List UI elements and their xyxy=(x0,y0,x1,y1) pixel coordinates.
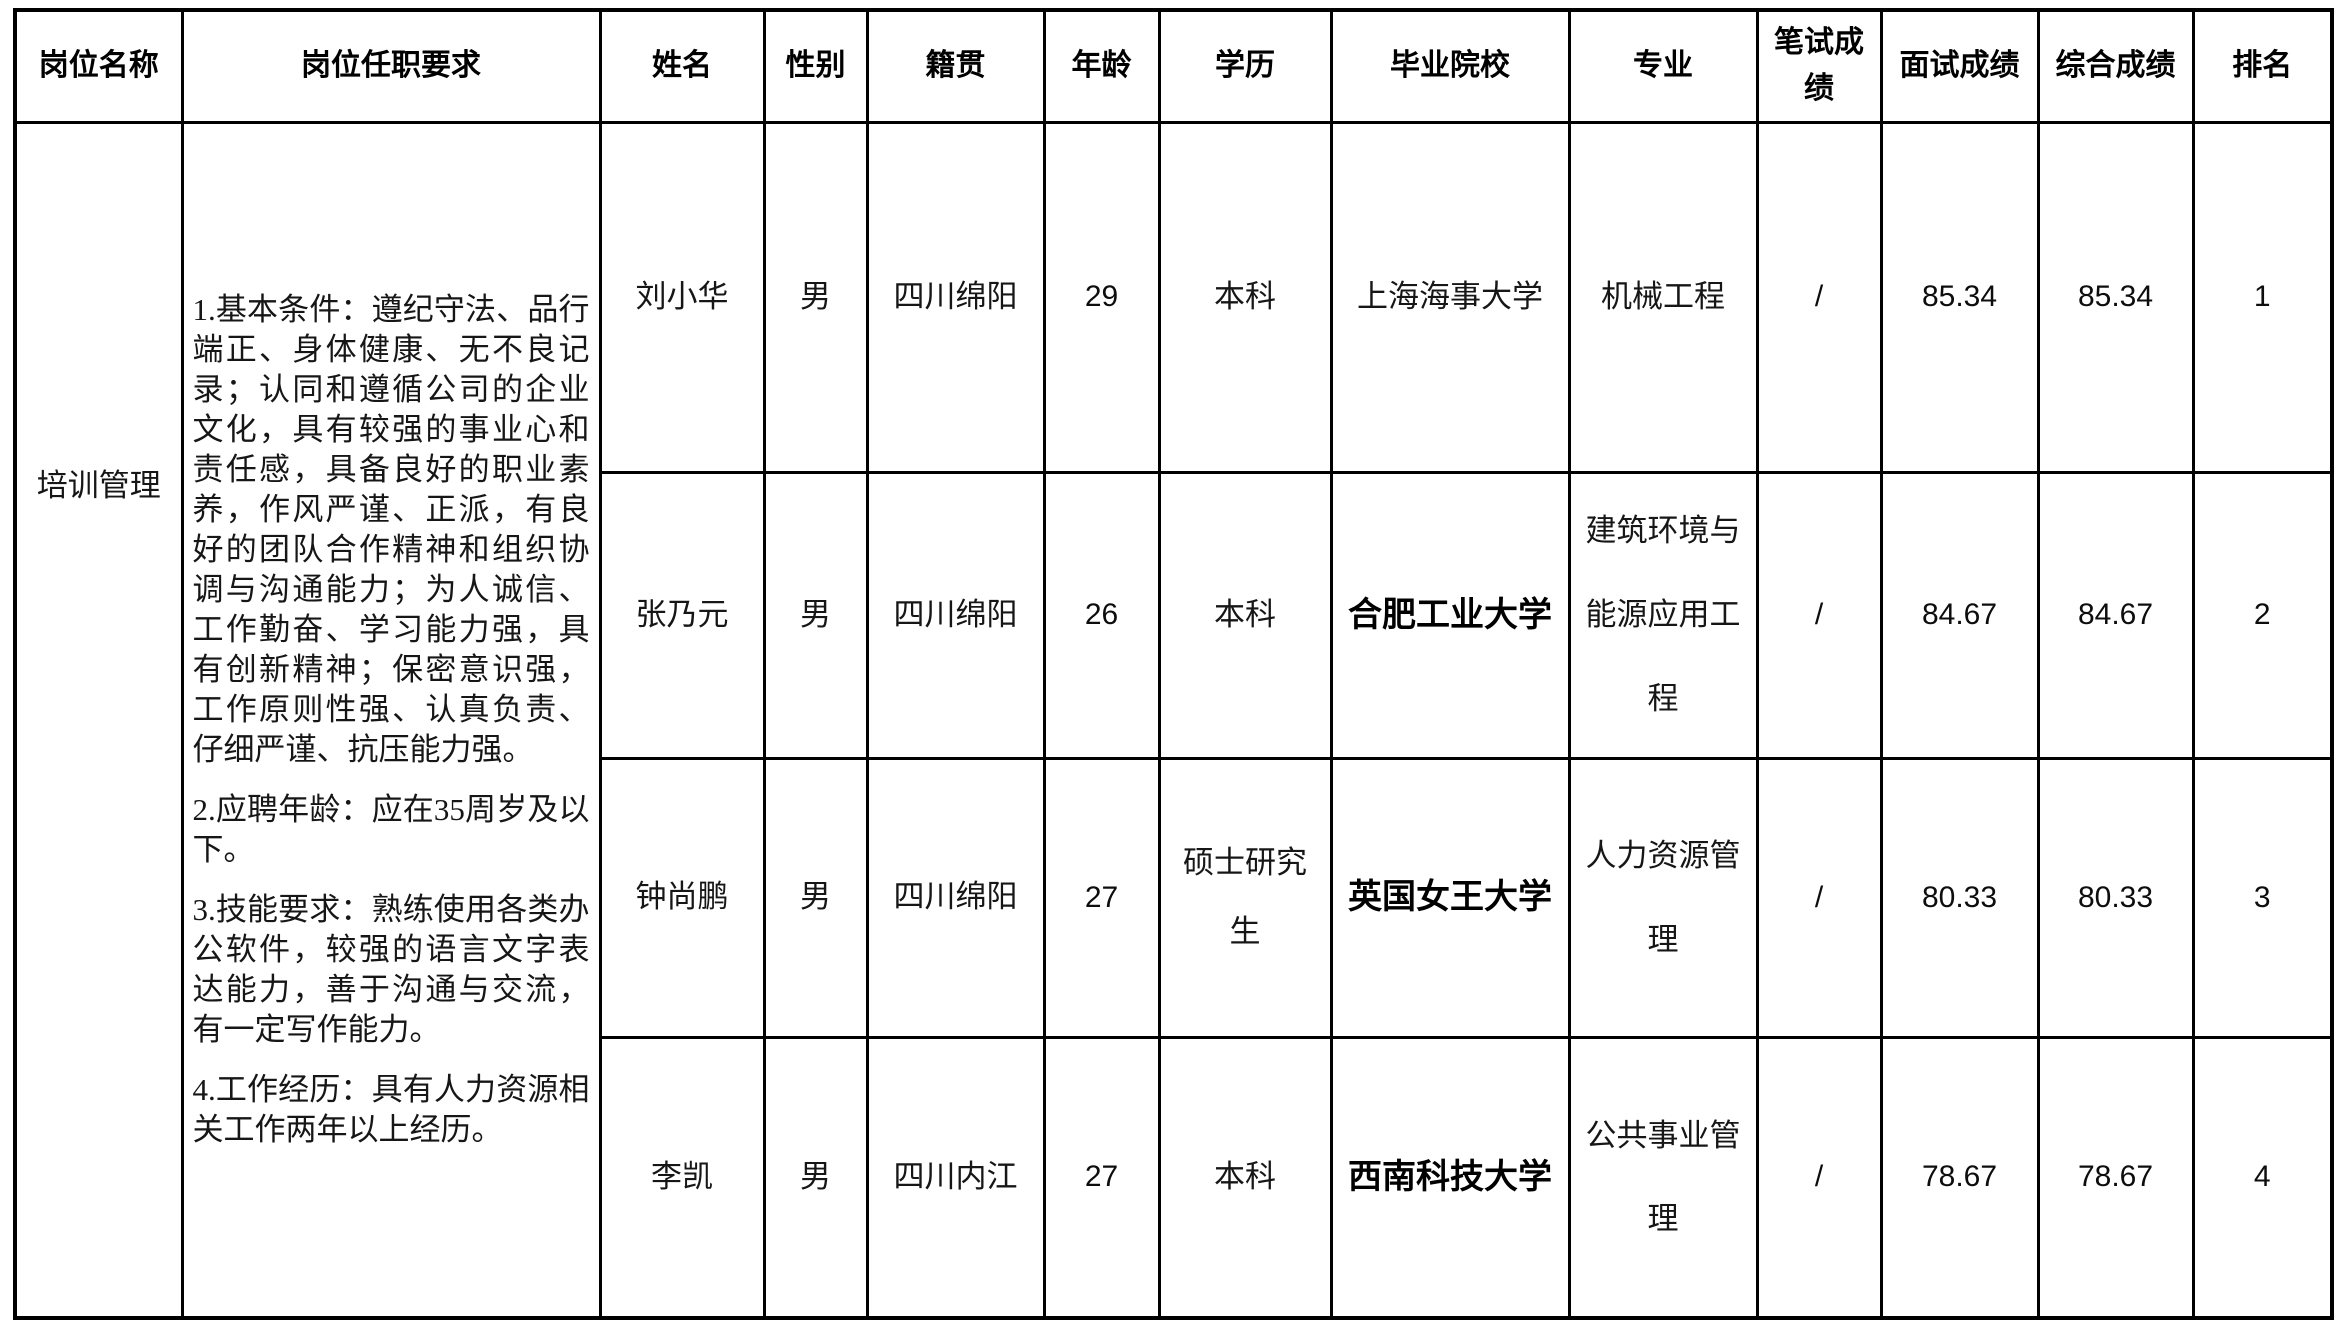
cell-education: 硕士研究生 xyxy=(1157,756,1333,1039)
cell-age: 27 xyxy=(1042,1035,1161,1320)
cell-gender: 男 xyxy=(762,1035,869,1320)
cell-gender: 男 xyxy=(762,470,869,760)
header-cell-education: 学历 xyxy=(1157,8,1333,124)
cell-native-place: 四川绵阳 xyxy=(865,756,1046,1039)
cell-education: 本科 xyxy=(1157,470,1333,760)
cell-school: 英国女王大学 xyxy=(1329,756,1571,1039)
requirement-paragraph-3: 3.技能要求：熟练使用各类办公软件，较强的语言文字表达能力，善于沟通与交流，有一… xyxy=(192,891,590,1047)
cell-name: 李凯 xyxy=(598,1035,766,1320)
cell-interview-score: 85.34 xyxy=(1879,120,2040,474)
requirement-paragraph-4: 4.工作经历：具有人力资源相关工作两年以上经历。 xyxy=(192,1071,590,1147)
cell-rank: 2 xyxy=(2191,470,2334,760)
cell-major: 公共事业管理 xyxy=(1567,1035,1759,1320)
header-cell-name: 姓名 xyxy=(598,8,766,124)
cell-rank: 1 xyxy=(2191,120,2334,474)
cell-interview-score: 78.67 xyxy=(1879,1035,2040,1320)
cell-written-score: / xyxy=(1755,470,1883,760)
cell-interview-score: 84.67 xyxy=(1879,470,2040,760)
table-header-row: 岗位名称 岗位任职要求 姓名 性别 籍贯 年龄 学历 毕业院校 专业 笔试成绩 … xyxy=(13,8,2334,124)
cell-rank: 4 xyxy=(2191,1035,2334,1320)
cell-gender: 男 xyxy=(762,756,869,1039)
recruitment-results-table: 岗位名称 岗位任职要求 姓名 性别 籍贯 年龄 学历 毕业院校 专业 笔试成绩 … xyxy=(13,8,2334,1320)
header-cell-overall-score: 综合成绩 xyxy=(2036,8,2195,124)
position-name: 培训管理 xyxy=(36,467,161,503)
cell-name: 钟尚鹏 xyxy=(598,756,766,1039)
cell-native-place: 四川内江 xyxy=(865,1035,1046,1320)
table-row-candidate-3: 钟尚鹏 男 四川绵阳 27 硕士研究生 英国女王大学 人力资源管理 / 80.3… xyxy=(15,756,2334,1039)
header-cell-rank: 排名 xyxy=(2191,8,2334,124)
header-cell-age: 年龄 xyxy=(1042,8,1161,124)
cell-name: 张乃元 xyxy=(598,470,766,760)
header-cell-gender: 性别 xyxy=(762,8,869,124)
header-cell-major: 专业 xyxy=(1567,8,1759,124)
table-row-candidate-4: 李凯 男 四川内江 27 本科 西南科技大学 公共事业管理 / 78.67 78… xyxy=(15,1035,2334,1320)
cell-overall-score: 84.67 xyxy=(2036,470,2195,760)
table-row-candidate-2: 张乃元 男 四川绵阳 26 本科 合肥工业大学 建筑环境与能源应用工程 / 84… xyxy=(15,470,2334,760)
cell-major: 人力资源管理 xyxy=(1567,756,1759,1039)
header-cell-school: 毕业院校 xyxy=(1329,8,1571,124)
cell-native-place: 四川绵阳 xyxy=(865,470,1046,760)
cell-education: 本科 xyxy=(1157,120,1333,474)
cell-age: 29 xyxy=(1042,120,1161,474)
requirement-paragraph-2: 2.应聘年龄：应在35周岁及以下。 xyxy=(192,791,590,867)
cell-written-score: / xyxy=(1755,756,1883,1039)
cell-age: 27 xyxy=(1042,756,1161,1039)
cell-overall-score: 85.34 xyxy=(2036,120,2195,474)
header-cell-written-score: 笔试成绩 xyxy=(1755,8,1883,124)
cell-gender: 男 xyxy=(762,120,869,474)
cell-overall-score: 78.67 xyxy=(2036,1035,2195,1320)
cell-written-score: / xyxy=(1755,120,1883,474)
header-cell-requirements: 岗位任职要求 xyxy=(180,8,602,124)
cell-school: 西南科技大学 xyxy=(1329,1035,1571,1320)
cell-school: 合肥工业大学 xyxy=(1329,470,1571,760)
position-name-cell: 培训管理 xyxy=(13,120,184,1320)
cell-name: 刘小华 xyxy=(598,120,766,474)
cell-age: 26 xyxy=(1042,470,1161,760)
cell-major: 机械工程 xyxy=(1567,120,1759,474)
header-cell-native-place: 籍贯 xyxy=(865,8,1046,124)
table-row-candidate-1: 培训管理 1.基本条件：遵纪守法、品行端正、身体健康、无不良记录；认同和遵循公司… xyxy=(13,120,2334,1320)
cell-interview-score: 80.33 xyxy=(1879,756,2040,1039)
cell-rank: 3 xyxy=(2191,756,2334,1039)
cell-written-score: / xyxy=(1755,1035,1883,1320)
header-cell-interview-score: 面试成绩 xyxy=(1879,8,2040,124)
cell-school: 上海海事大学 xyxy=(1329,120,1571,474)
position-requirements-cell: 1.基本条件：遵纪守法、品行端正、身体健康、无不良记录；认同和遵循公司的企业文化… xyxy=(180,120,602,1320)
cell-overall-score: 80.33 xyxy=(2036,756,2195,1039)
header-cell-position-name: 岗位名称 xyxy=(13,8,184,124)
cell-native-place: 四川绵阳 xyxy=(865,120,1046,474)
cell-major: 建筑环境与能源应用工程 xyxy=(1567,470,1759,760)
requirement-paragraph-1: 1.基本条件：遵纪守法、品行端正、身体健康、无不良记录；认同和遵循公司的企业文化… xyxy=(192,291,590,767)
cell-education: 本科 xyxy=(1157,1035,1333,1320)
